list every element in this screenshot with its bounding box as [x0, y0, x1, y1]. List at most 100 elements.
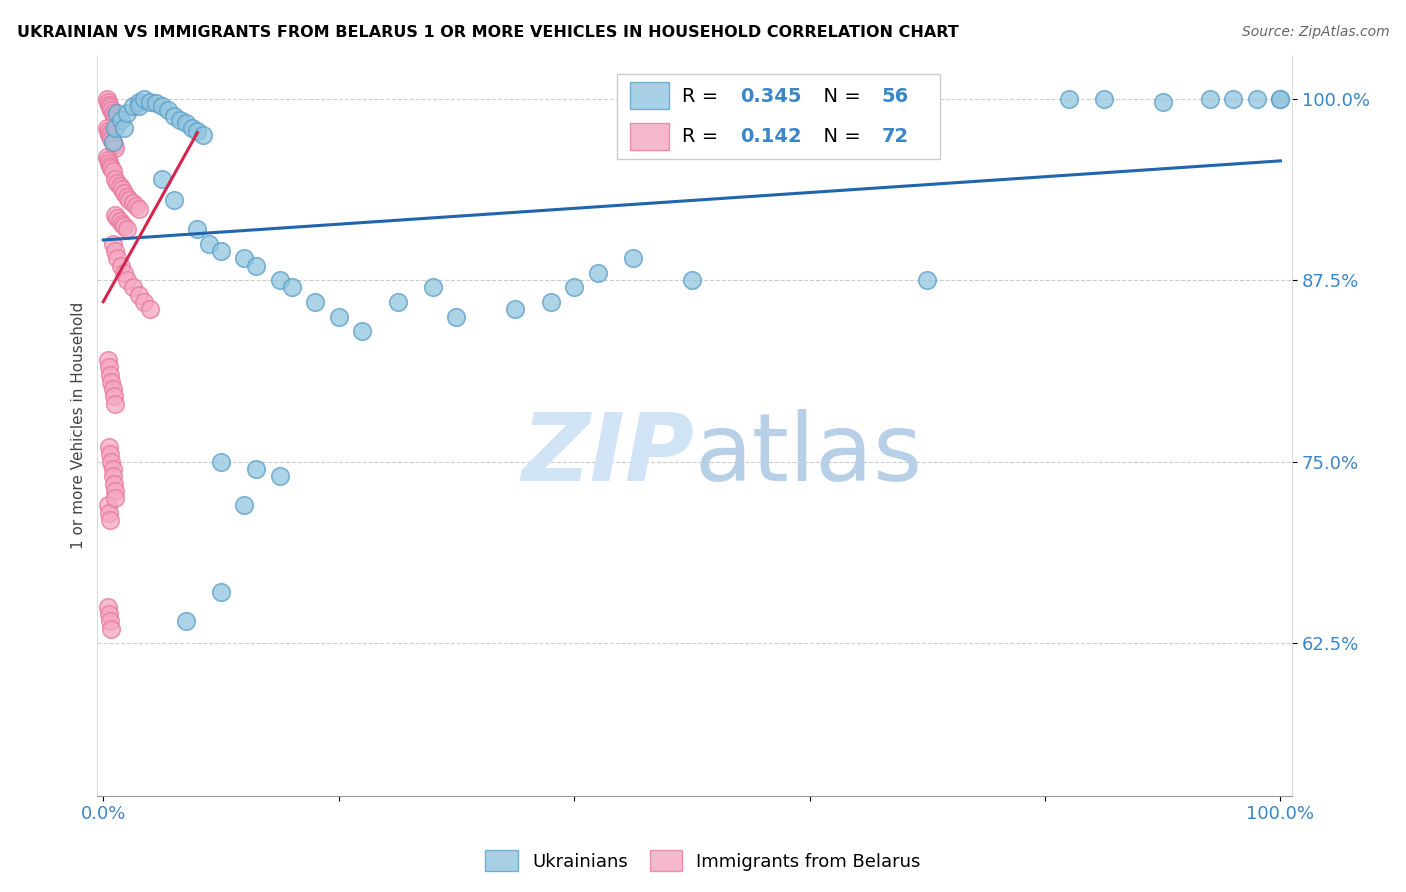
Point — [98, 155, 121, 169]
Point — [134, 92, 156, 106]
Y-axis label: 1 or more Vehicles in Household: 1 or more Vehicles in Household — [72, 301, 86, 549]
Point — [104, 244, 127, 259]
Point — [110, 259, 132, 273]
Point — [1270, 92, 1292, 106]
Point — [103, 109, 125, 123]
Point — [422, 280, 444, 294]
Point — [98, 440, 121, 454]
Point — [174, 615, 197, 629]
Point — [103, 138, 125, 153]
Point — [100, 132, 122, 146]
Point — [150, 99, 173, 113]
Point — [104, 483, 127, 498]
Point — [101, 135, 124, 149]
Point — [98, 615, 121, 629]
Point — [174, 116, 197, 130]
Point — [104, 491, 127, 505]
Point — [156, 103, 179, 118]
Point — [121, 280, 143, 294]
Point — [503, 302, 526, 317]
Point — [98, 100, 121, 114]
Point — [446, 310, 468, 324]
Point — [621, 252, 644, 266]
Point — [98, 159, 121, 173]
Point — [233, 499, 256, 513]
Point — [128, 95, 150, 109]
Point — [917, 273, 939, 287]
Point — [98, 513, 121, 527]
Point — [180, 120, 202, 135]
Point — [110, 113, 132, 128]
Point — [111, 217, 134, 231]
Point — [328, 310, 350, 324]
Point — [101, 135, 124, 149]
Point — [209, 455, 232, 469]
Point — [121, 196, 143, 211]
Point — [150, 171, 173, 186]
Point — [352, 324, 374, 338]
Point — [101, 106, 124, 120]
Point — [104, 141, 127, 155]
Point — [97, 123, 120, 137]
Point — [115, 190, 138, 204]
Point — [97, 95, 120, 109]
Point — [112, 219, 135, 234]
Point — [97, 353, 120, 368]
Point — [169, 113, 191, 128]
Point — [115, 273, 138, 287]
Point — [1152, 95, 1174, 109]
Point — [97, 499, 120, 513]
Point — [193, 128, 215, 142]
Point — [163, 194, 186, 208]
Point — [101, 382, 124, 396]
Point — [101, 462, 124, 476]
Point — [586, 266, 609, 280]
Point — [96, 150, 118, 164]
Point — [233, 252, 256, 266]
Point — [198, 236, 221, 251]
Point — [98, 127, 121, 141]
Point — [245, 259, 267, 273]
Point — [209, 585, 232, 599]
Point — [145, 96, 167, 111]
Point — [98, 368, 121, 382]
Point — [128, 99, 150, 113]
Point — [1270, 92, 1292, 106]
Point — [96, 92, 118, 106]
Point — [103, 389, 125, 403]
Point — [387, 295, 409, 310]
Point — [280, 280, 302, 294]
Point — [98, 506, 121, 520]
Point — [97, 153, 120, 167]
Point — [96, 120, 118, 135]
Point — [115, 106, 138, 120]
Point — [540, 295, 562, 310]
Point — [111, 182, 134, 196]
Text: atlas: atlas — [695, 409, 922, 501]
Point — [104, 112, 127, 126]
Point — [112, 186, 135, 200]
Point — [105, 211, 128, 225]
Point — [105, 106, 128, 120]
Point — [104, 171, 127, 186]
Point — [209, 244, 232, 259]
Point — [128, 287, 150, 301]
Point — [100, 622, 122, 636]
Point — [118, 194, 141, 208]
Point — [304, 295, 326, 310]
Point — [101, 469, 124, 483]
Text: UKRAINIAN VS IMMIGRANTS FROM BELARUS 1 OR MORE VEHICLES IN HOUSEHOLD CORRELATION: UKRAINIAN VS IMMIGRANTS FROM BELARUS 1 O… — [17, 25, 959, 40]
Point — [98, 448, 121, 462]
Point — [100, 161, 122, 176]
Point — [121, 99, 143, 113]
Point — [98, 360, 121, 375]
Point — [186, 123, 208, 137]
Point — [100, 103, 122, 118]
Point — [1057, 92, 1080, 106]
Point — [101, 164, 124, 178]
Legend: Ukrainians, Immigrants from Belarus: Ukrainians, Immigrants from Belarus — [478, 843, 928, 879]
Point — [104, 208, 127, 222]
Text: ZIP: ZIP — [522, 409, 695, 501]
Point — [139, 302, 162, 317]
Point — [101, 236, 124, 251]
